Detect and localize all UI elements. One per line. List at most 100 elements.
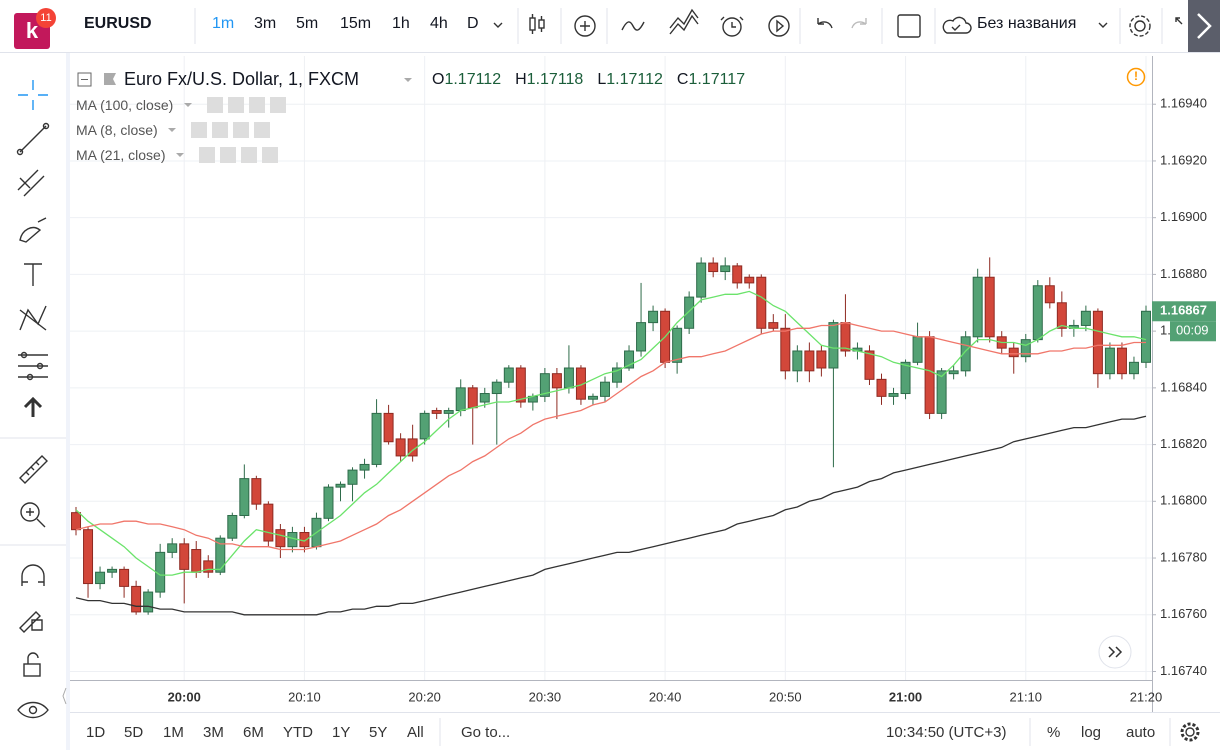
ohlc-value: 1.17112 xyxy=(606,71,663,88)
scale-option[interactable]: % xyxy=(1047,724,1061,741)
candle-body xyxy=(612,367,623,383)
countdown-tag xyxy=(1170,321,1216,342)
candle-body xyxy=(828,322,839,369)
candle-body xyxy=(888,393,899,397)
candle-body xyxy=(395,438,406,457)
candle-body xyxy=(251,478,262,505)
y-tick-label: 1.16840 xyxy=(1160,379,1207,394)
range-button[interactable]: YTD xyxy=(283,724,313,741)
y-tick-label: 1.16760 xyxy=(1160,606,1207,621)
range-button[interactable]: 5Y xyxy=(369,724,388,741)
badge-count: 11 xyxy=(40,12,51,24)
scale-option[interactable]: log xyxy=(1081,724,1102,741)
candle-body xyxy=(768,322,779,329)
candle-body xyxy=(804,350,815,372)
candle-body xyxy=(1080,310,1091,326)
left-separators xyxy=(0,437,66,546)
x-tick-label: 20:50 xyxy=(769,689,802,704)
collapse-box[interactable] xyxy=(77,72,92,87)
candle-body xyxy=(624,350,635,369)
candle-body xyxy=(203,560,214,573)
settings-icon[interactable] xyxy=(1180,722,1200,742)
range-button[interactable]: 6M xyxy=(243,724,264,741)
last-price-label: 1.16867 xyxy=(1160,303,1207,318)
indicator-carets[interactable] xyxy=(168,103,192,157)
candle-body xyxy=(467,387,478,409)
candle-body xyxy=(1128,361,1139,375)
indicator-label: MA (8, close) xyxy=(76,122,158,138)
candle-body xyxy=(179,543,190,570)
candle-body xyxy=(383,412,394,443)
candle-body xyxy=(503,367,514,383)
candle-body xyxy=(708,262,719,273)
panel-toggle[interactable] xyxy=(1188,0,1220,52)
scale-option[interactable]: auto xyxy=(1126,724,1156,741)
range-button[interactable]: 3M xyxy=(203,724,224,741)
candle-body xyxy=(227,514,238,539)
toolbar-icons[interactable] xyxy=(493,8,1203,38)
interval[interactable]: 5m xyxy=(296,15,319,32)
candle-body xyxy=(960,336,971,372)
candle-body xyxy=(972,276,983,338)
ma-line xyxy=(75,321,1146,551)
drawing-tools[interactable] xyxy=(16,80,50,719)
interval[interactable]: 4h xyxy=(430,15,448,32)
x-tick-label: 20:30 xyxy=(529,689,562,704)
candle-body xyxy=(299,532,310,548)
interval[interactable]: 1m xyxy=(212,15,235,32)
candle-body xyxy=(539,373,550,397)
range-button[interactable]: All xyxy=(407,724,424,741)
range-button[interactable]: 1M xyxy=(163,724,184,741)
indicator-buttons[interactable] xyxy=(191,97,286,163)
ohlc-key: H xyxy=(515,71,527,88)
flag-icon xyxy=(104,73,116,85)
candle-body xyxy=(744,276,755,284)
ohlc-value: 1.17118 xyxy=(526,71,584,88)
legend-ohlc: O1.17112 H1.17118 L1.17112 C1.17117 xyxy=(432,71,759,89)
separators xyxy=(194,8,1163,44)
interval[interactable]: 15m xyxy=(340,15,372,32)
range-button[interactable]: 1Y xyxy=(332,724,351,741)
x-tick-label: 21:00 xyxy=(889,689,922,704)
range-button[interactable]: 1D xyxy=(86,724,106,741)
candle-body xyxy=(419,412,430,440)
candle-body xyxy=(1116,347,1127,375)
y-tick-label: 1.16800 xyxy=(1160,493,1207,508)
candle-body xyxy=(1032,285,1043,341)
candle-body xyxy=(864,350,875,380)
candle-body xyxy=(587,395,598,400)
y-tick-label: 1.16920 xyxy=(1160,152,1207,167)
candle-body xyxy=(443,410,454,414)
goto[interactable]: Go to... xyxy=(461,724,511,741)
interval[interactable]: 1h xyxy=(392,15,410,32)
candle-body xyxy=(672,327,683,363)
range-button[interactable]: 5D xyxy=(124,724,144,741)
ma-line xyxy=(75,290,1147,576)
interval[interactable]: D xyxy=(467,15,479,32)
symbol-caret[interactable] xyxy=(404,78,412,82)
candle-body xyxy=(876,378,887,397)
candle-body xyxy=(912,336,923,363)
candle-body xyxy=(636,322,647,352)
candle-body xyxy=(900,361,911,395)
layout-name[interactable]: Без названия xyxy=(977,15,1077,32)
candle-body xyxy=(551,373,562,389)
x-tick-label: 21:20 xyxy=(1130,689,1163,704)
candle-body xyxy=(648,310,659,324)
top-toolbar xyxy=(0,0,1220,52)
candle-body xyxy=(359,463,370,471)
candle-body xyxy=(948,370,959,375)
interval[interactable]: 3m xyxy=(254,15,277,32)
candle-body xyxy=(275,529,286,548)
x-tick-label: 20:00 xyxy=(168,689,201,704)
collapse-left[interactable] xyxy=(62,687,67,705)
candle-body xyxy=(840,322,851,352)
candle-body xyxy=(599,381,610,397)
warning-icon[interactable] xyxy=(1126,67,1146,87)
candle-body xyxy=(431,410,442,414)
candle-body xyxy=(780,327,791,372)
candle-body xyxy=(455,387,466,412)
y-tick-label: 1.16940 xyxy=(1160,96,1207,111)
symbol[interactable]: EURUSD xyxy=(84,15,152,32)
